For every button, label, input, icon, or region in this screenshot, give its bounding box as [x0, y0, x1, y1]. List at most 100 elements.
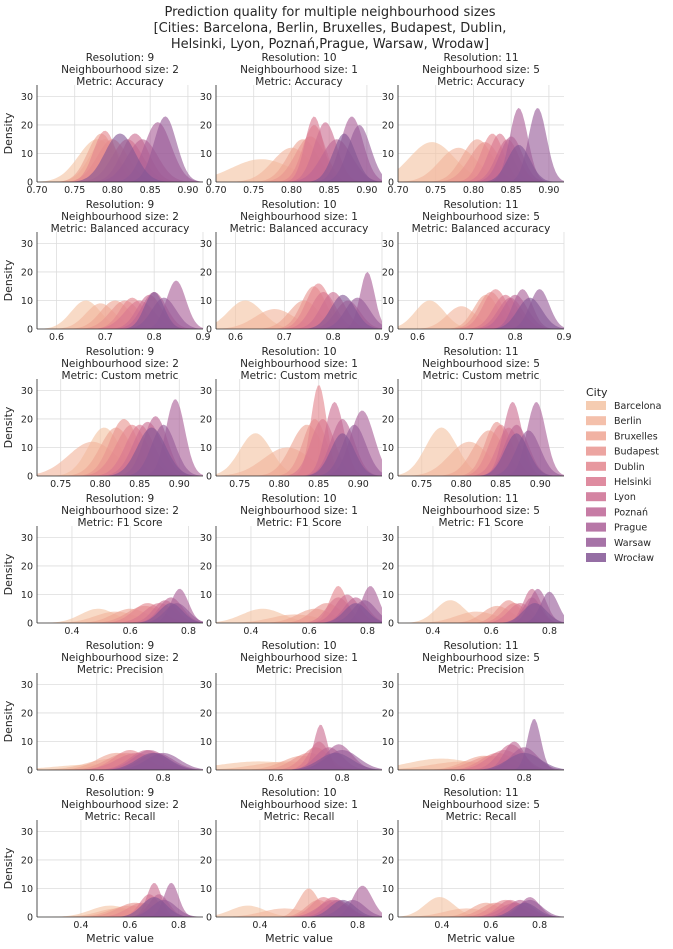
y-axis-title: Density: [2, 259, 15, 301]
y-tick-label: 10: [382, 590, 394, 601]
panel-metric-label: Metric: Balanced accuracy: [230, 223, 369, 235]
density-wrocław: [37, 603, 203, 623]
x-tick-label: 0.80: [102, 185, 123, 196]
panel-resolution-label: Resolution: 9: [86, 52, 154, 64]
density-helsinki: [398, 133, 564, 182]
density-budapest: [398, 902, 564, 917]
x-tick-label: 0.90: [177, 185, 198, 196]
x-tick-label: 0.80: [281, 185, 302, 196]
x-tick-label: 0.8: [508, 332, 523, 343]
x-tick-label: 0.85: [501, 185, 522, 196]
y-tick-label: 10: [200, 149, 212, 160]
panel-resolution-label: Resolution: 10: [261, 199, 336, 211]
panel-metric-label: Metric: Balanced accuracy: [412, 223, 551, 235]
density-wrocław: [398, 433, 564, 476]
x-tick-label: 0.8: [181, 626, 196, 637]
x-tick-label: 0.8: [171, 920, 186, 931]
y-tick-label: 10: [21, 590, 33, 601]
y-tick-label: 10: [382, 443, 394, 454]
y-tick-label: 10: [21, 884, 33, 895]
legend-label: Warsaw: [614, 538, 651, 549]
x-tick-label: 0.9: [195, 332, 210, 343]
y-tick-label: 20: [21, 708, 33, 719]
density-wrocław: [37, 133, 203, 182]
density-dublin: [398, 133, 564, 182]
panel-metric-label: Metric: Recall: [85, 811, 156, 823]
panel-metric-label: Metric: Recall: [264, 811, 335, 823]
y-tick-label: 10: [382, 149, 394, 160]
panel-resolution-label: Resolution: 10: [261, 640, 336, 652]
panel-neighbourhood-label: Neighbourhood size: 5: [422, 799, 540, 811]
panel-metric-label: Metric: Custom metric: [423, 370, 540, 382]
x-tick-label: 0.8: [542, 626, 557, 637]
density-berlin: [398, 306, 564, 329]
density-wrocław: [216, 752, 382, 770]
legend-swatch: [586, 446, 606, 456]
x-tick-label: 0.6: [410, 332, 425, 343]
panel-neighbourhood-label: Neighbourhood size: 2: [61, 505, 179, 517]
panel-resolution-label: Resolution: 11: [443, 199, 518, 211]
x-tick-label: 0.80: [451, 479, 472, 490]
x-tick-label: 0.8: [517, 773, 532, 784]
y-tick-label: 30: [200, 827, 212, 838]
legend-label: Berlin: [614, 416, 642, 427]
x-tick-label: 0.9: [556, 332, 571, 343]
y-tick-label: 30: [21, 386, 33, 397]
x-tick-label: 0.6: [302, 626, 317, 637]
density-berlin: [398, 147, 564, 182]
density-bruxelles: [398, 430, 564, 476]
legend-label: Budapest: [614, 447, 659, 458]
x-tick-label: 0.70: [26, 185, 47, 196]
x-tick-label: 0.85: [308, 479, 329, 490]
panel-resolution-label: Resolution: 11: [443, 493, 518, 505]
y-tick-label: 20: [382, 855, 394, 866]
x-tick-label: 0.4: [73, 920, 88, 931]
x-tick-label: 0.75: [229, 479, 250, 490]
density-barcelona: [398, 600, 564, 623]
y-tick-label: 20: [21, 414, 33, 425]
legend-swatch: [586, 492, 606, 502]
x-tick-label: 0.6: [228, 332, 243, 343]
panel-resolution-label: Resolution: 10: [261, 346, 336, 358]
y-tick-label: 30: [21, 239, 33, 250]
panel-neighbourhood-label: Neighbourhood size: 5: [422, 505, 540, 517]
y-tick-label: 30: [382, 827, 394, 838]
x-tick-label: 0.6: [450, 773, 465, 784]
x-tick-label: 0.6: [89, 773, 104, 784]
legend-title: City: [586, 386, 608, 399]
y-tick-label: 0: [206, 325, 212, 336]
panel-neighbourhood-label: Neighbourhood size: 5: [422, 358, 540, 370]
panel-neighbourhood-label: Neighbourhood size: 5: [422, 211, 540, 223]
x-tick-label: 0.80: [463, 185, 484, 196]
panel-resolution-label: Resolution: 9: [86, 493, 154, 505]
x-tick-label: 0.75: [64, 185, 85, 196]
density-budapest: [216, 419, 382, 476]
density-berlin: [216, 309, 382, 329]
density-barcelona: [398, 427, 564, 476]
title-line-0: Prediction quality for multiple neighbou…: [165, 5, 496, 20]
density-dublin: [216, 283, 382, 329]
y-tick-label: 20: [200, 561, 212, 572]
y-tick-label: 30: [382, 92, 394, 103]
y-tick-label: 0: [27, 913, 33, 924]
y-tick-label: 0: [27, 178, 33, 189]
legend-swatch: [586, 537, 606, 547]
panel-resolution-label: Resolution: 10: [261, 493, 336, 505]
y-tick-label: 30: [200, 680, 212, 691]
density-barcelona: [37, 608, 203, 623]
legend-swatch: [586, 416, 606, 426]
x-tick-label: 0.85: [140, 185, 161, 196]
x-tick-label: 0.8: [156, 773, 171, 784]
x-tick-label: 0.8: [350, 920, 365, 931]
panel-metric-label: Metric: Recall: [446, 811, 517, 823]
y-tick-label: 0: [206, 766, 212, 777]
x-tick-label: 0.6: [123, 626, 138, 637]
x-tick-label: 0.8: [326, 332, 341, 343]
legend-swatch: [586, 431, 606, 441]
